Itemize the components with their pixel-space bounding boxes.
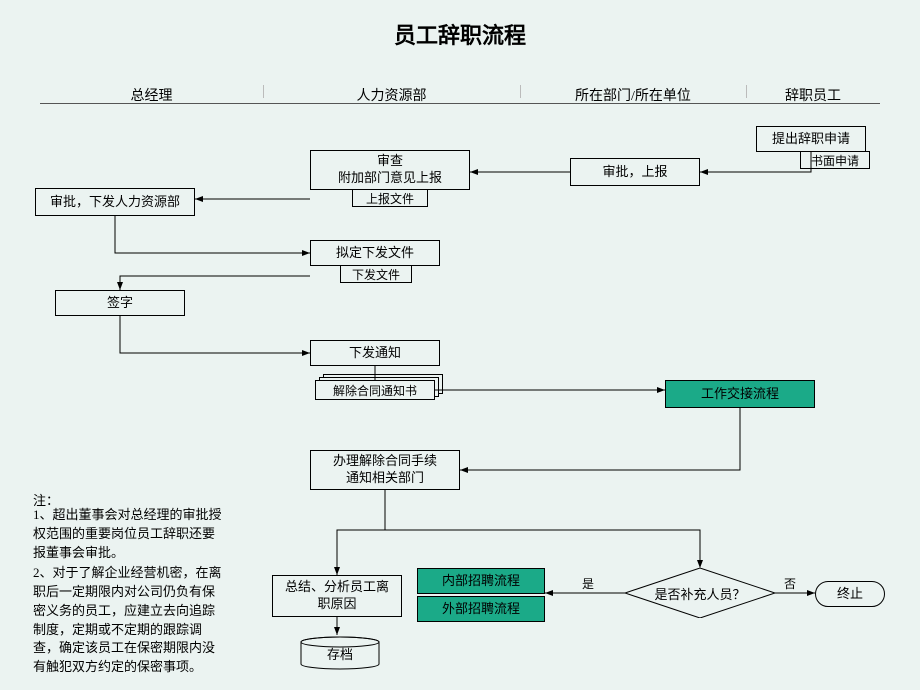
tag-n3tag: 上报文件: [352, 189, 428, 207]
lane-label-3: 辞职员工: [746, 85, 880, 105]
note-2: 2、对于了解企业经营机密，在离职后一定期限内对公司仍负有保密义务的员工，应建立去…: [33, 564, 223, 677]
tag-n5tag: 下发文件: [340, 265, 412, 283]
edge-3: [115, 216, 310, 253]
process-n9: 办理解除合同手续通知相关部门: [310, 450, 460, 490]
tag-n7tag: 解除合同通知书: [315, 380, 435, 400]
process-n1: 提出辞职申请: [756, 126, 866, 152]
process-n10b: 外部招聘流程: [417, 596, 545, 622]
lane-sep-2: [746, 85, 747, 98]
process-n8: 工作交接流程: [665, 380, 815, 408]
tag-n1tag: 书面申请: [800, 151, 870, 169]
terminator-n12: 终止: [815, 581, 885, 607]
process-n3: 审查附加部门意见上报: [310, 150, 470, 190]
process-n4: 审批，下发人力资源部: [35, 188, 195, 216]
process-n5: 拟定下发文件: [310, 240, 440, 266]
lane-label-1: 人力资源部: [263, 85, 520, 105]
datastore-n14: 存档: [300, 636, 380, 664]
lane-label-0: 总经理: [40, 85, 263, 105]
process-n13: 总结、分析员工离职原因: [272, 575, 402, 617]
process-n2: 审批，上报: [570, 158, 700, 186]
edge-0: [700, 152, 811, 172]
edge-4: [120, 276, 310, 290]
lane-sep-0: [263, 85, 264, 98]
edge-5: [120, 316, 310, 353]
process-n10a: 内部招聘流程: [417, 568, 545, 594]
edge-11: [337, 530, 385, 575]
note-1: 1、超出董事会对总经理的审批授权范围的重要岗位员工辞职还要报董事会审批。: [33, 506, 223, 563]
process-n7: 下发通知: [310, 340, 440, 366]
edge-7: [460, 408, 740, 470]
page-title: 员工辞职流程: [0, 18, 920, 50]
edge-8: [385, 490, 700, 568]
lane-sep-1: [520, 85, 521, 98]
lane-divider-rule: [40, 103, 880, 104]
decision-n11: 是否补充人员？: [625, 568, 775, 618]
edge-label-1: 否: [784, 575, 796, 592]
edge-label-0: 是: [582, 575, 594, 592]
lane-label-2: 所在部门/所在单位: [520, 85, 746, 105]
process-n6: 签字: [55, 290, 185, 316]
